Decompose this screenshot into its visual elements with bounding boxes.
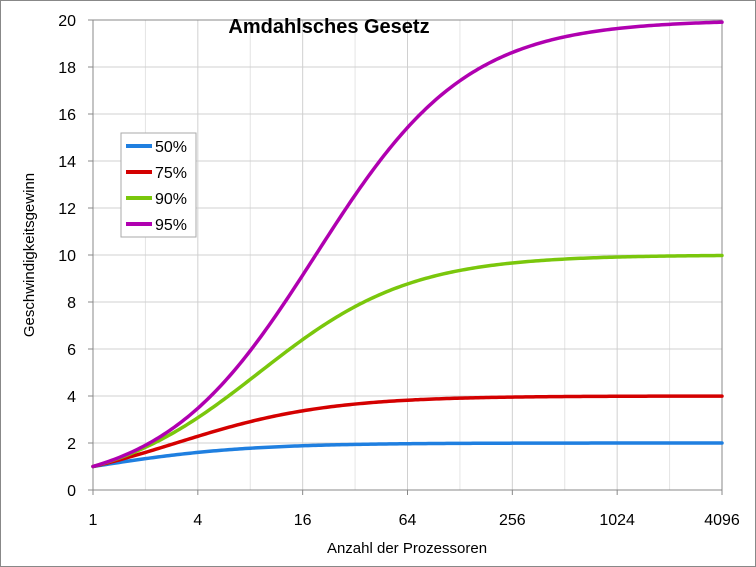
- y-tick-label: 16: [58, 107, 76, 124]
- x-tick-label: 16: [294, 512, 312, 529]
- x-tick-label: 256: [499, 512, 526, 529]
- series-line-75pct: [91, 394, 724, 469]
- legend-label: 95%: [155, 217, 187, 234]
- y-tick-label: 18: [58, 60, 76, 77]
- series-line-90pct: [91, 253, 724, 469]
- x-tick-label: 4: [193, 512, 202, 529]
- series-line-50pct: [91, 441, 724, 469]
- y-tick-label: 12: [58, 201, 76, 218]
- series-lines: [91, 20, 724, 469]
- major-gridlines: [92, 19, 723, 490]
- x-tick-label: 1024: [599, 512, 635, 529]
- legend-label: 90%: [155, 191, 187, 208]
- series-line-95pct: [91, 20, 724, 469]
- y-axis-title: Geschwindigkeitsgewinn: [21, 173, 38, 337]
- y-tick-label: 14: [58, 154, 76, 171]
- y-tick-label: 8: [67, 295, 76, 312]
- y-tick-label: 6: [67, 342, 76, 359]
- y-tick-label: 2: [67, 436, 76, 453]
- y-tick-label: 20: [58, 13, 76, 30]
- chart-title: Amdahlsches Gesetz: [228, 16, 429, 38]
- y-tick-label: 4: [67, 389, 76, 406]
- x-tick-label: 4096: [704, 512, 740, 529]
- legend: 50% 75% 90% 95%: [120, 132, 197, 238]
- y-axis-ticks: 0 2 4 6 8 10 12 14 16 18 20: [58, 13, 93, 500]
- x-tick-label: 64: [399, 512, 417, 529]
- legend-box: [120, 132, 197, 238]
- legend-label: 75%: [155, 165, 187, 182]
- y-tick-label: 10: [58, 248, 76, 265]
- y-tick-label: 0: [67, 483, 76, 500]
- x-axis-title: Anzahl der Prozessoren: [327, 540, 487, 557]
- x-tick-label: 1: [89, 512, 98, 529]
- legend-label: 50%: [155, 139, 187, 156]
- x-axis-ticks: 1 4 16 64 256 1024 4096: [89, 490, 740, 529]
